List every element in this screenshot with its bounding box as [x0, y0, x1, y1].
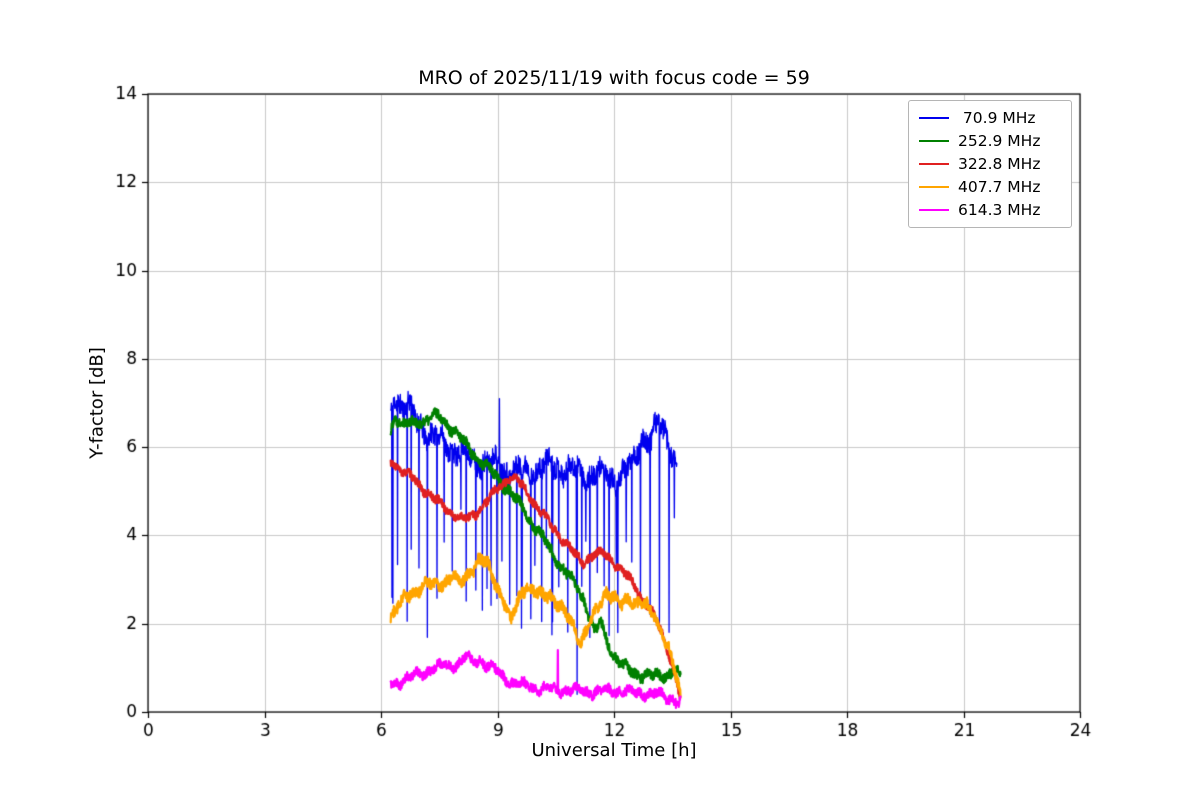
legend-item: 252.9 MHz: [919, 132, 1061, 150]
legend-line-swatch: [919, 117, 949, 119]
legend-item: 322.8 MHz: [919, 155, 1061, 173]
legend-label: 407.7 MHz: [958, 178, 1041, 196]
x-axis-label: Universal Time [h]: [531, 740, 697, 761]
legend-line-swatch: [919, 140, 949, 142]
legend-item: 614.3 MHz: [919, 201, 1061, 219]
legend-label: 252.9 MHz: [958, 132, 1041, 150]
legend-line-swatch: [919, 163, 949, 165]
legend-line-swatch: [919, 209, 949, 211]
legend-line-swatch: [919, 186, 949, 188]
legend-item: 70.9 MHz: [919, 109, 1061, 127]
legend-label: 614.3 MHz: [958, 201, 1041, 219]
chart-title: MRO of 2025/11/19 with focus code = 59: [418, 67, 810, 89]
legend: 70.9 MHz 252.9 MHz 322.8 MHz 407.7 MHz 614.3…: [908, 100, 1072, 228]
legend-label: 322.8 MHz: [958, 155, 1041, 173]
legend-label: 70.9 MHz: [958, 109, 1036, 127]
y-axis-label: Y-factor [dB]: [86, 347, 108, 459]
legend-item: 407.7 MHz: [919, 178, 1061, 196]
